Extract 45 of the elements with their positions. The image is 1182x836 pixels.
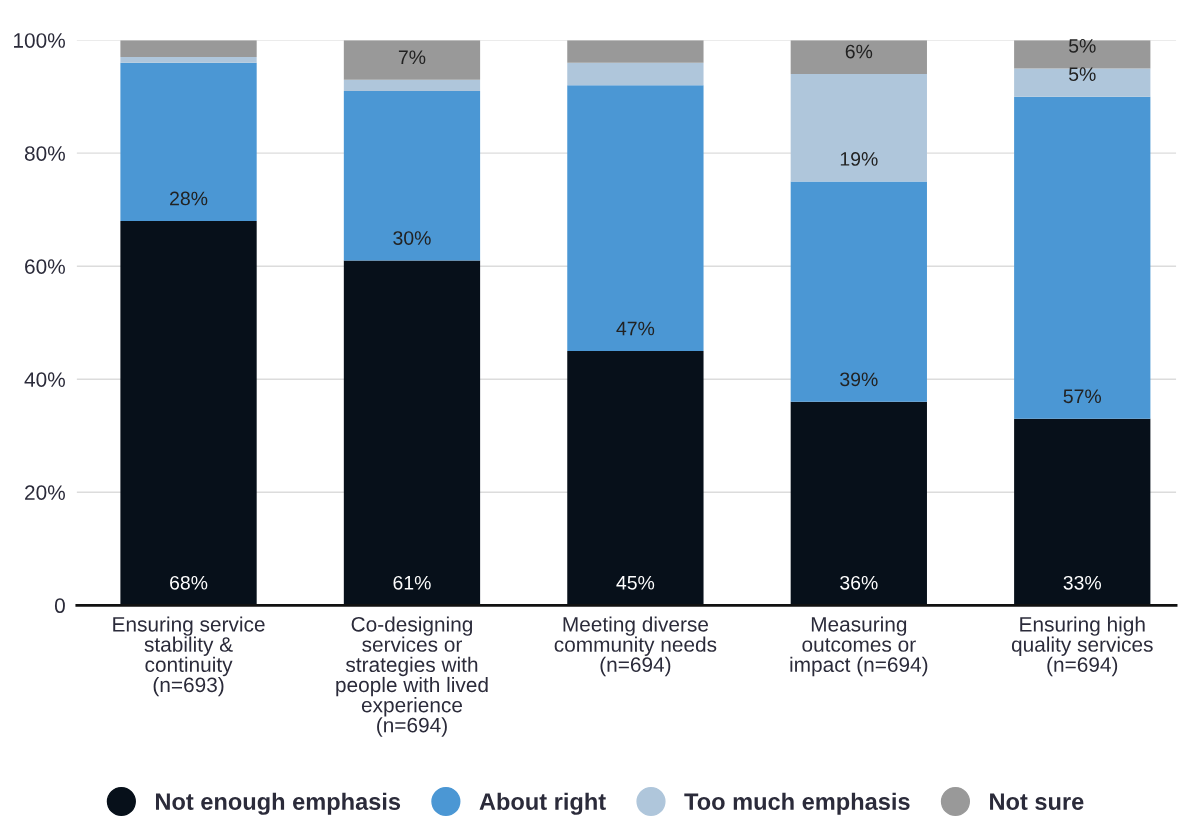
bar xyxy=(120,40,257,58)
legend-label: Too much emphasis xyxy=(684,792,910,815)
data-label: 57% xyxy=(1063,389,1102,404)
data-label: 47% xyxy=(616,321,655,336)
y-tick-label: 60% xyxy=(25,259,65,274)
bar xyxy=(1014,40,1151,69)
data-label: 28% xyxy=(170,191,208,206)
legend-label: Not enough emphasis xyxy=(155,792,401,815)
bar xyxy=(567,62,704,86)
data-label: 45% xyxy=(616,575,655,590)
x-tick-label: Ensuring service stability & continuity (n=693) xyxy=(113,616,265,697)
y-tick-label: 20% xyxy=(25,485,65,500)
data-label: 5% xyxy=(1068,39,1096,53)
data-label: 61% xyxy=(393,575,431,590)
data-label: 39% xyxy=(840,372,878,387)
data-label: 5% xyxy=(1068,67,1096,82)
legend-label: Not sure xyxy=(990,793,1084,810)
bar xyxy=(790,181,927,402)
legend-label: About right xyxy=(479,792,606,815)
bar xyxy=(120,57,257,63)
x-tick-label: Ensuring high quality services (n=694) xyxy=(1011,616,1153,677)
bar xyxy=(1014,96,1151,419)
y-tick-label: 100% xyxy=(14,33,65,48)
data-label: 7% xyxy=(398,50,426,64)
bar xyxy=(343,79,481,91)
x-tick-label: Meeting diverse community needs (n=694) xyxy=(554,616,717,677)
bar xyxy=(343,40,481,80)
data-label: 33% xyxy=(1063,575,1102,590)
data-label: 68% xyxy=(170,575,208,590)
data-label: 6% xyxy=(845,44,873,59)
data-label: 19% xyxy=(840,152,878,166)
bar xyxy=(567,85,704,351)
bar xyxy=(790,40,927,75)
data-label: 30% xyxy=(393,231,431,245)
y-tick-label: 80% xyxy=(24,146,65,161)
x-tick-label: Measuring outcomes or impact (n=694) xyxy=(790,616,928,677)
y-tick-label: 0 xyxy=(54,598,65,614)
bar xyxy=(567,40,704,63)
bar xyxy=(343,90,481,261)
bar xyxy=(120,62,257,221)
data-label: 36% xyxy=(840,575,878,590)
x-tick-label: Co-designing services or strategies with people with lived experience (n=694) xyxy=(336,616,488,737)
y-tick-label: 40% xyxy=(24,372,65,387)
bar xyxy=(790,74,927,182)
bar xyxy=(1014,68,1151,97)
